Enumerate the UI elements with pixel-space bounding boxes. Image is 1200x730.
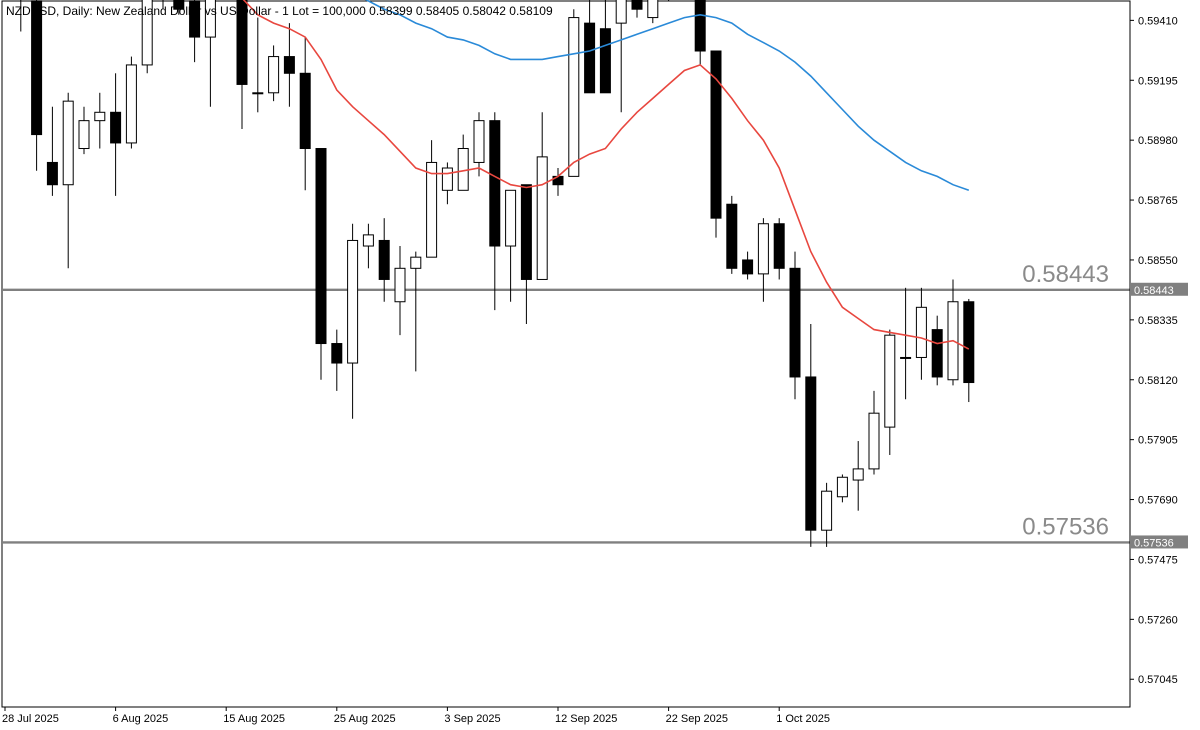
candle-body-bearish bbox=[963, 301, 975, 384]
price-axis-label: 0.58980 bbox=[1138, 135, 1178, 147]
candle-body-bullish bbox=[125, 64, 137, 144]
ma-fast-line bbox=[242, 0, 970, 350]
price-axis-label: 0.59195 bbox=[1138, 75, 1178, 87]
candle-body-bullish bbox=[568, 17, 580, 177]
candle-body-bullish bbox=[410, 256, 422, 269]
price-axis-label: 0.58335 bbox=[1138, 315, 1178, 327]
price-axis-label: 0.58550 bbox=[1138, 255, 1178, 267]
candle-body-bullish bbox=[868, 412, 880, 470]
candle-body-bullish bbox=[252, 92, 264, 95]
candle-body-bullish bbox=[884, 334, 896, 428]
candle-body-bearish bbox=[299, 72, 311, 150]
price-axis-label: 0.57045 bbox=[1138, 674, 1178, 686]
candle-body-bearish bbox=[31, 0, 43, 136]
candle-body-bearish bbox=[694, 0, 706, 52]
price-level-tag-label: 0.58443 bbox=[1134, 285, 1174, 297]
candle-body-bearish bbox=[331, 343, 343, 364]
moving-averages bbox=[242, 0, 970, 350]
candle-body-bullish bbox=[821, 490, 833, 531]
candle-body-bullish bbox=[347, 239, 359, 364]
candle-body-bullish bbox=[426, 161, 438, 258]
candle-body-bearish bbox=[710, 50, 722, 219]
candle-body-bullish bbox=[900, 356, 912, 359]
candlesticks bbox=[20, 0, 975, 547]
candle-body-bearish bbox=[742, 259, 754, 275]
level-value-label: 0.58443 bbox=[1022, 261, 1109, 288]
candle-body-bullish bbox=[141, 0, 153, 66]
time-axis-label: 6 Aug 2025 bbox=[113, 713, 169, 725]
candle-body-bearish bbox=[931, 329, 943, 378]
candle-body-bullish bbox=[852, 468, 864, 481]
candle-body-bullish bbox=[505, 189, 517, 247]
price-level-tag bbox=[1131, 535, 1188, 549]
candle-body-bearish bbox=[726, 203, 738, 269]
price-axis[interactable]: 0.613450.611300.609150.607000.604850.602… bbox=[1129, 0, 1188, 707]
candle-body-bearish bbox=[189, 0, 201, 38]
time-axis-label: 15 Aug 2025 bbox=[223, 713, 285, 725]
candle-body-bearish bbox=[584, 22, 596, 94]
candle-body-bullish bbox=[647, 0, 659, 19]
time-axis-label: 22 Sep 2025 bbox=[666, 713, 728, 725]
price-level-tag-label: 0.57536 bbox=[1134, 537, 1174, 549]
time-axis-label: 28 Jul 2025 bbox=[2, 713, 59, 725]
candle-body-bullish bbox=[394, 267, 406, 303]
candle-body-bullish bbox=[94, 111, 106, 122]
candle-body-bearish bbox=[520, 184, 532, 280]
candle-body-bearish bbox=[631, 0, 643, 10]
candle-body-bullish bbox=[268, 56, 280, 94]
level-value-label: 0.57536 bbox=[1022, 513, 1109, 540]
candle-body-bullish bbox=[836, 476, 848, 498]
candle-body-bearish bbox=[46, 161, 58, 186]
candle-body-bearish bbox=[805, 376, 817, 531]
candle-body-bearish bbox=[773, 223, 785, 269]
price-axis-label: 0.58765 bbox=[1138, 195, 1178, 207]
candle-body-bullish bbox=[757, 223, 769, 275]
candle-body-bearish bbox=[236, 0, 248, 85]
candle-body-bearish bbox=[283, 56, 295, 74]
time-axis[interactable]: 28 Jul 2025 6 Aug 2025 15 Aug 2025 25 Aug 2… bbox=[2, 707, 830, 725]
candle-body-bullish bbox=[204, 0, 216, 38]
candle-body-bullish bbox=[441, 167, 453, 191]
chart-header-title: NZDUSD, Daily: New Zealand Dollar vs US … bbox=[6, 4, 553, 18]
candle-body-bullish bbox=[615, 0, 627, 24]
candle-body-bearish bbox=[789, 267, 801, 378]
price-axis-label: 0.59410 bbox=[1138, 15, 1178, 27]
candle-body-bearish bbox=[110, 111, 122, 144]
candle-body-bearish bbox=[489, 120, 501, 247]
price-axis-label: 0.57690 bbox=[1138, 495, 1178, 507]
price-axis-label: 0.57475 bbox=[1138, 554, 1178, 566]
candle-body-bullish bbox=[62, 100, 74, 186]
candle-body-bearish bbox=[315, 148, 327, 345]
candle-body-bullish bbox=[362, 234, 374, 247]
time-axis-label: 12 Sep 2025 bbox=[555, 713, 617, 725]
candle-body-bearish bbox=[599, 28, 611, 94]
ma-slow-line bbox=[365, 0, 970, 192]
price-axis-label: 0.58120 bbox=[1138, 375, 1178, 387]
price-level-tag bbox=[1131, 282, 1188, 296]
time-axis-label: 25 Aug 2025 bbox=[334, 713, 396, 725]
time-axis-label: 3 Sep 2025 bbox=[444, 713, 500, 725]
candle-body-bearish bbox=[378, 239, 390, 280]
candle-body-bullish bbox=[915, 306, 927, 358]
candle-body-bullish bbox=[78, 120, 90, 150]
time-axis-label: 1 Oct 2025 bbox=[776, 713, 830, 725]
candle-body-bearish bbox=[173, 0, 185, 10]
price-axis-label: 0.57260 bbox=[1138, 614, 1178, 626]
price-axis-label: 0.57905 bbox=[1138, 435, 1178, 447]
candle-body-bullish bbox=[536, 156, 548, 280]
candle-body-bullish bbox=[473, 120, 485, 163]
